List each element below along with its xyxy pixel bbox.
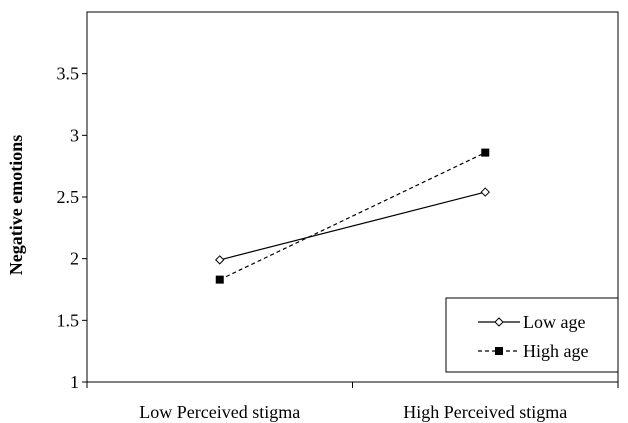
series-layer [215, 148, 490, 284]
y-tick-label: 3.5 [57, 64, 80, 84]
legend-box [445, 297, 619, 373]
y-tick-label: 3 [70, 125, 79, 145]
series-2-point [481, 148, 490, 157]
legend-marker [495, 347, 503, 355]
y-axis-label: Negative emotions [6, 135, 26, 275]
x-axis: Low Perceived stigma High Perceived stigm… [86, 382, 619, 422]
series-2-point [215, 275, 224, 284]
legend: Low age High age [445, 297, 619, 373]
y-tick-label: 1 [70, 372, 79, 392]
x-tick-label: High Perceived stigma [403, 402, 567, 422]
series-line-2 [219, 152, 486, 281]
y-tick-label: 1.5 [57, 310, 80, 330]
y-tick-label: 2.5 [57, 187, 80, 207]
series-1-point [215, 255, 225, 265]
legend-marker [494, 317, 504, 327]
series-1-point [480, 187, 490, 197]
y-axis: 1 1.5 2 2.5 3 3.5 [57, 64, 87, 392]
x-tick-label: Low Perceived stigma [139, 402, 300, 422]
series-line-1 [219, 191, 486, 261]
legend-label: High age [523, 341, 588, 361]
legend-label: Low age [523, 312, 585, 332]
y-tick-label: 2 [70, 249, 79, 269]
